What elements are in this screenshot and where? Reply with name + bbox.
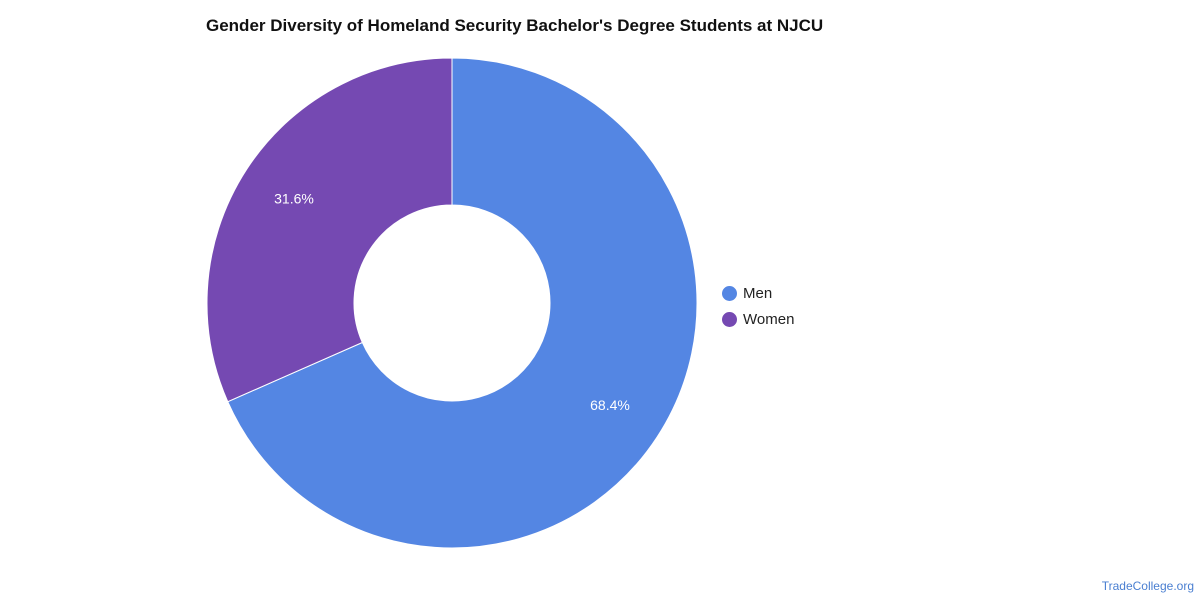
legend: Men Women — [722, 280, 794, 332]
legend-swatch-men — [722, 285, 737, 301]
legend-swatch-women — [722, 311, 737, 327]
data-label-men: 68.4% — [590, 397, 630, 413]
slice-women[interactable] — [206, 57, 453, 403]
chart-title: Gender Diversity of Homeland Security Ba… — [206, 16, 824, 35]
data-label-women: 31.6% — [274, 191, 314, 207]
legend-item-men[interactable]: Men — [722, 280, 794, 306]
slice-men[interactable] — [227, 57, 698, 549]
legend-label-women: Women — [743, 310, 795, 328]
legend-label-men: Men — [743, 284, 773, 302]
legend-item-women[interactable]: Women — [722, 306, 794, 332]
source-credit[interactable]: TradeCollege.org — [1101, 579, 1194, 593]
